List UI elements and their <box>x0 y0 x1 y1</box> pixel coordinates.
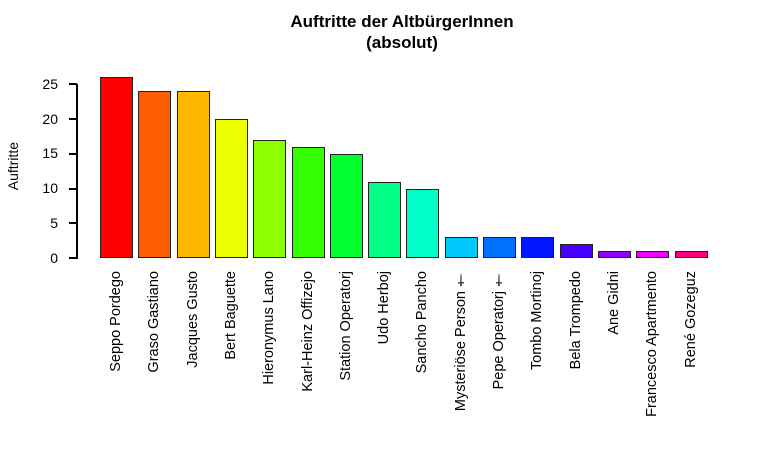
x-category-label: Graso Gastiano <box>146 271 163 373</box>
y-axis-tick <box>69 222 77 225</box>
y-tick-label: 20 <box>42 110 58 127</box>
y-axis-tick <box>69 83 77 86</box>
bar <box>291 146 325 258</box>
bar <box>176 91 210 258</box>
x-category-label: Karl-Heinz Offizejo <box>299 271 316 392</box>
x-category-label: Jacques Gusto <box>184 271 201 368</box>
bar <box>329 153 363 258</box>
chart-title-block: Auftritte der AltbürgerInnen (absolut) <box>77 11 727 53</box>
y-tick-label: 10 <box>42 180 58 196</box>
x-category-label: Bela Trompedo <box>567 271 584 370</box>
bar <box>368 181 402 258</box>
x-category-label: Seppo Pordego <box>108 271 124 372</box>
y-axis-tick <box>69 118 77 120</box>
bar <box>214 119 248 258</box>
x-category-label: Sancho Pancho <box>414 271 431 374</box>
y-axis-tick <box>69 187 77 190</box>
bar <box>444 237 478 258</box>
y-axis-tick <box>69 152 77 155</box>
x-category-label: Udo Herboj <box>376 271 393 345</box>
y-tick-label: 5 <box>50 214 58 231</box>
x-category-label: Bert Baguette <box>222 271 239 360</box>
bar <box>483 237 516 258</box>
x-category-label: René Gozeguz <box>682 271 699 368</box>
bar <box>100 77 133 258</box>
y-tick-label: 25 <box>42 75 58 92</box>
bar <box>521 237 555 258</box>
y-tick-label: 15 <box>42 145 58 162</box>
x-category-label: Station Operatorj <box>337 271 354 381</box>
x-category-label: Pepe Operatorj † <box>491 271 507 390</box>
bar <box>138 91 172 258</box>
x-category-label: Ane Gidni <box>605 271 622 335</box>
bar <box>636 251 670 258</box>
x-category-label: Francesco Apartmento <box>644 271 661 417</box>
bar <box>674 251 708 258</box>
y-axis-line <box>76 83 78 259</box>
bar <box>597 251 631 258</box>
bar <box>559 244 593 258</box>
bar <box>253 139 287 258</box>
y-tick-label: 0 <box>50 249 58 266</box>
x-category-label: Mysteriöse Person † <box>452 271 469 412</box>
chart-subtitle: (absolut) <box>366 33 438 52</box>
x-category-label: Hieronymus Lano <box>261 271 278 385</box>
y-axis-tick <box>69 257 77 259</box>
bar <box>406 188 440 258</box>
chart-title: Auftritte der AltbürgerInnen <box>290 12 514 31</box>
x-category-label: Tombo Mortinoj <box>529 271 546 371</box>
